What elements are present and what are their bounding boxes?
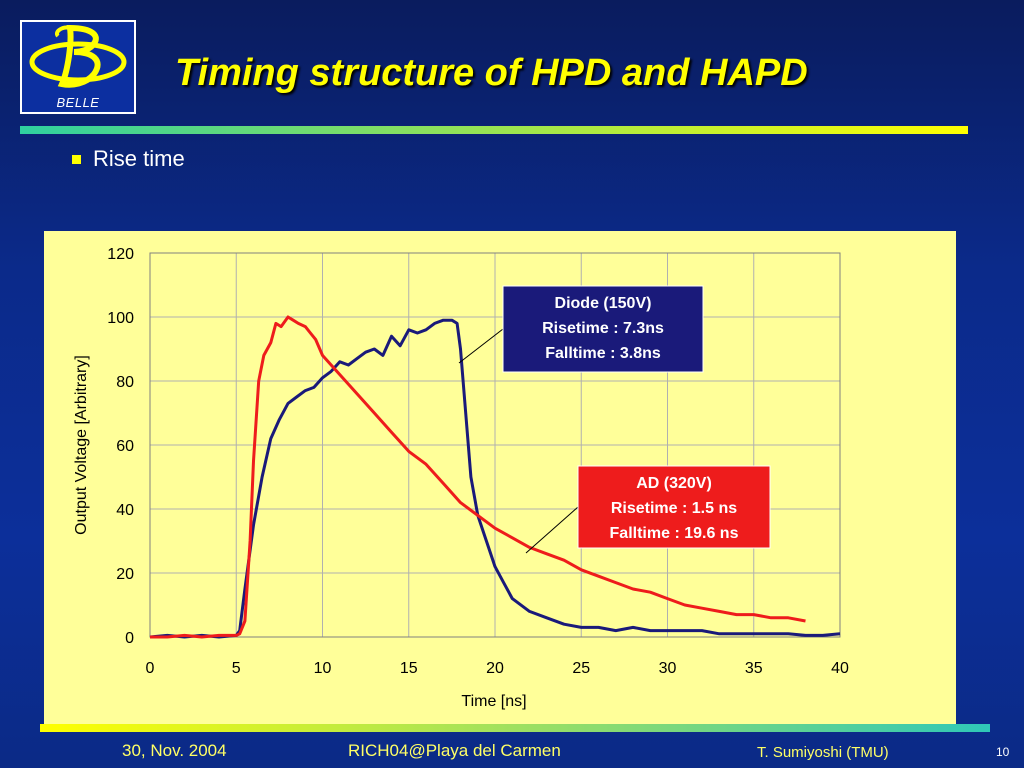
timing-chart: 0 20 40 60 80 100 120 0 5 10 15 20 25 30 35 40 Diode (… <box>73 246 849 710</box>
footer-event: RICH04@Playa del Carmen <box>348 741 561 760</box>
bullet-text: Rise time <box>93 146 185 171</box>
belle-logo: BELLE <box>20 20 136 114</box>
y-tick-label: 60 <box>116 438 134 455</box>
ad-annotation-leader <box>525 506 579 554</box>
footer-date: 30, Nov. 2004 <box>122 741 227 760</box>
ad-annotation-line: Risetime : 1.5 ns <box>611 500 737 517</box>
y-tick-label: 100 <box>107 310 134 327</box>
y-tick-label: 80 <box>116 374 134 391</box>
y-tick-label: 120 <box>107 246 134 263</box>
diode-annotation-box <box>502 285 704 373</box>
diode-annotation-line: Risetime : 7.3ns <box>542 320 664 337</box>
x-tick-label: 10 <box>314 660 332 677</box>
y-axis-label: Output Voltage [Arbitrary] <box>73 355 90 535</box>
x-tick-label: 0 <box>146 660 155 677</box>
ad-annotation-line: Falltime : 19.6 ns <box>610 525 739 542</box>
diode-annotation-line: Falltime : 3.8ns <box>545 345 661 362</box>
page-number: 10 <box>996 745 1010 759</box>
diode-annotation-leader <box>458 328 504 364</box>
diode-series-line <box>149 318 841 639</box>
x-tick-label: 35 <box>745 660 763 677</box>
y-tick-labels: 0 20 40 60 80 100 120 <box>107 246 134 647</box>
chart-panel: 0 20 40 60 80 100 120 0 5 10 15 20 25 30 35 40 Diode (… <box>44 231 956 729</box>
x-axis-label: Time [ns] <box>461 693 526 710</box>
ad-annotation-line: AD (320V) <box>636 475 712 492</box>
diode-annotation: Diode (150V) Risetime : 7.3ns Falltime : 3… <box>458 285 704 373</box>
x-tick-label: 30 <box>659 660 677 677</box>
diode-annotation-line: Diode (150V) <box>555 295 652 312</box>
y-tick-label: 0 <box>125 630 134 647</box>
footer-author: T. Sumiyoshi (TMU) <box>757 744 889 761</box>
x-tick-label: 5 <box>232 660 241 677</box>
x-tick-label: 15 <box>400 660 418 677</box>
ad-annotation: AD (320V) Risetime : 1.5 ns Falltime : 19.… <box>525 465 771 554</box>
y-tick-label: 40 <box>116 502 134 519</box>
ad-annotation-box <box>577 465 771 549</box>
y-tick-label: 20 <box>116 566 134 583</box>
x-tick-label: 20 <box>486 660 504 677</box>
slide-title: Timing structure of HPD and HAPD <box>175 52 808 94</box>
logo-text: BELLE <box>56 95 100 110</box>
bullet-square-icon <box>72 154 81 164</box>
x-tick-label: 40 <box>831 660 849 677</box>
annotations: Diode (150V) Risetime : 7.3ns Falltime : 3… <box>458 285 771 554</box>
series-lines <box>149 315 841 639</box>
x-tick-labels: 0 5 10 15 20 25 30 35 40 <box>146 660 849 677</box>
bullet-item: Rise time <box>72 146 185 172</box>
ad-series-line <box>150 315 806 639</box>
title-underline <box>20 126 968 134</box>
plot-frame <box>149 252 841 638</box>
x-tick-label: 25 <box>572 660 590 677</box>
belle-b-icon <box>29 24 127 88</box>
footer-rule <box>40 724 990 732</box>
